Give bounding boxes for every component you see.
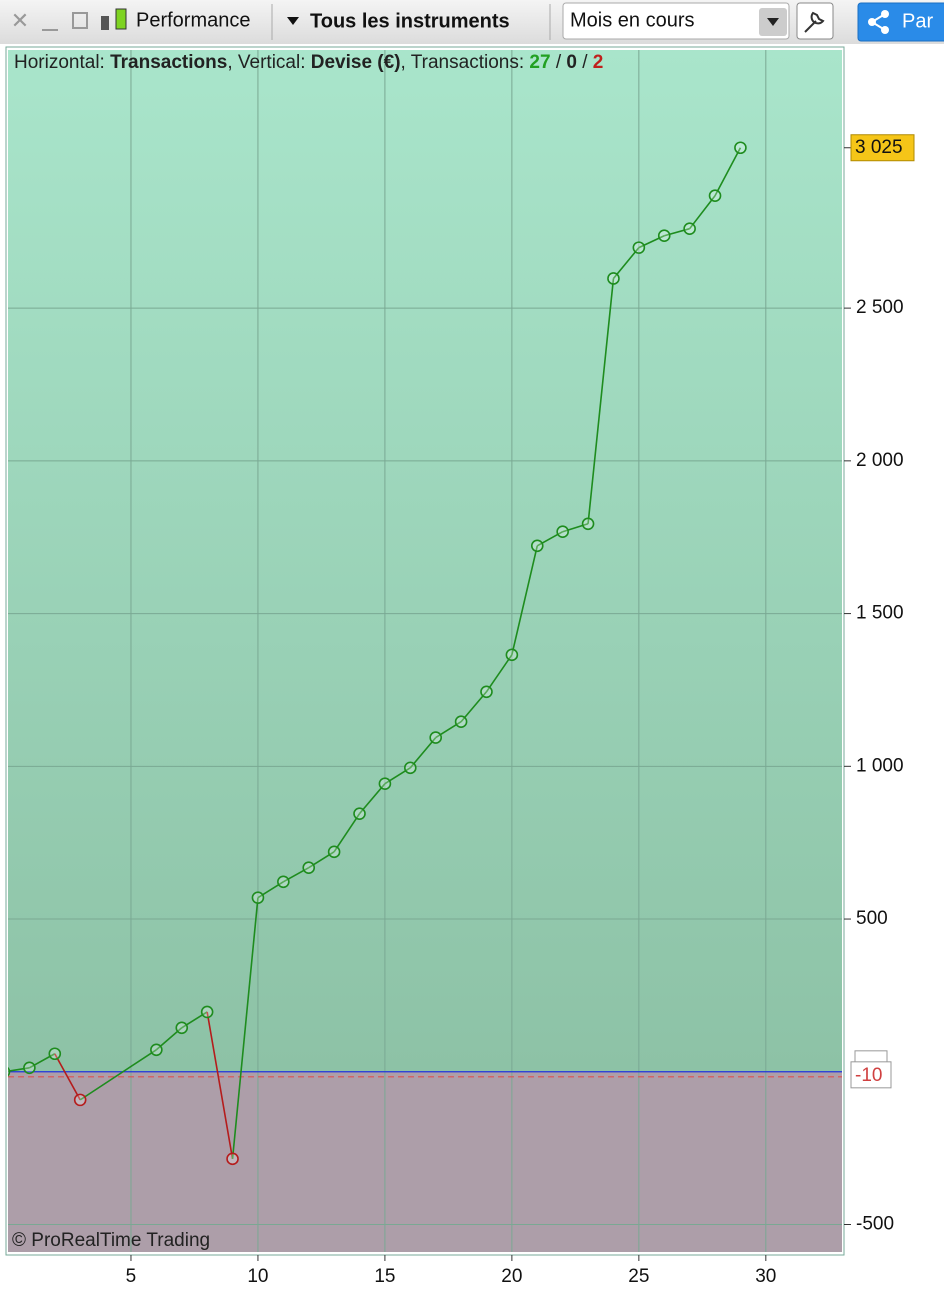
share-label: Par	[902, 10, 933, 32]
y-tick-label: -500	[856, 1214, 894, 1235]
data-point	[277, 875, 290, 889]
data-point	[404, 761, 417, 775]
x-tick-label: 5	[126, 1266, 137, 1287]
axes: 5 10 15 20 25 30 -500 500 1 000 1 500 2 000 2 500 3 …	[6, 134, 915, 1294]
segment	[485, 654, 513, 693]
data-point	[23, 1061, 36, 1075]
data-point	[200, 1005, 214, 1019]
segment	[409, 737, 437, 769]
data-point	[251, 891, 265, 904]
period-select[interactable]	[562, 2, 790, 40]
panel-title[interactable]: Performance	[136, 9, 251, 31]
data-point	[302, 861, 316, 875]
data-point	[683, 222, 696, 235]
segment	[638, 234, 665, 249]
segment	[206, 1011, 234, 1159]
candle-icon	[115, 8, 127, 30]
segment	[54, 1053, 81, 1101]
data-point	[48, 1047, 62, 1061]
x-tick-label: 15	[374, 1266, 395, 1287]
header-text: /	[556, 52, 562, 73]
losses-count: 2	[593, 52, 604, 73]
last-value-label: 3 025	[855, 137, 903, 158]
chart-header: Horizontal: Transactions, Vertical: Devi…	[14, 52, 603, 73]
profit-zone	[8, 50, 842, 1072]
data-point	[581, 517, 595, 531]
instruments-selector[interactable]: Tous les instruments	[310, 10, 510, 32]
share-button[interactable]	[857, 2, 944, 42]
segment	[358, 783, 386, 815]
wrench-icon	[804, 11, 825, 33]
segment	[664, 227, 690, 237]
wins-count: 27	[529, 52, 550, 73]
data-point	[607, 272, 620, 285]
last-value-box	[850, 134, 915, 162]
header-text: Vertical:	[238, 52, 306, 73]
y-tick-label: 1 000	[856, 755, 904, 776]
data-point	[708, 189, 722, 203]
y-tick-label: 2 500	[856, 297, 904, 318]
data-point	[657, 229, 671, 243]
threshold-label: -10	[855, 1065, 882, 1086]
candle-icon	[101, 16, 109, 30]
y-tick-label: 1 500	[856, 603, 904, 624]
data-point	[150, 1043, 163, 1057]
copyright: © ProRealTime Trading	[12, 1230, 210, 1251]
threshold-box	[850, 1061, 892, 1089]
segment	[8, 1067, 30, 1072]
segment	[689, 195, 716, 230]
data-point	[8, 1066, 11, 1077]
data-point	[353, 807, 366, 820]
dropdown-arrow[interactable]	[287, 17, 299, 25]
segment	[333, 813, 361, 853]
data-point	[378, 777, 392, 791]
segment	[587, 278, 615, 524]
close-icon[interactable]: ✕	[11, 8, 29, 33]
header-text: /	[582, 52, 588, 73]
period-value: Mois en cours	[570, 9, 695, 31]
x-tick-label: 25	[628, 1266, 649, 1287]
header-text: Transactions:	[411, 52, 524, 73]
data-point	[632, 241, 646, 254]
maximize-icon[interactable]	[72, 12, 88, 29]
x-tick-label: 20	[501, 1266, 522, 1287]
x-tick-label: 30	[755, 1266, 776, 1287]
data-point	[175, 1021, 189, 1035]
x-axis-area	[6, 1256, 844, 1294]
loss-zone	[8, 1071, 842, 1252]
segment	[511, 545, 539, 655]
data-point	[327, 845, 341, 859]
data-point	[226, 1152, 239, 1166]
segment	[562, 523, 589, 533]
data-point	[530, 539, 544, 553]
neutral-count: 0	[566, 52, 577, 73]
segment	[460, 691, 488, 723]
y-tick-label: 2 000	[856, 450, 904, 471]
data-point	[734, 141, 747, 155]
data-point	[556, 525, 569, 539]
segment	[79, 1049, 157, 1101]
data-point	[505, 648, 519, 662]
segment	[612, 247, 640, 279]
data-point	[454, 715, 468, 729]
data-point	[429, 731, 442, 744]
header-text: Horizontal:	[14, 52, 105, 73]
x-tick-label: 10	[247, 1266, 268, 1287]
select-arrow	[767, 18, 779, 26]
data-point	[480, 685, 493, 699]
data-point	[73, 1093, 87, 1107]
header-text: Devise (€)	[311, 52, 401, 73]
plot-area	[8, 50, 842, 1252]
segment	[714, 147, 742, 197]
header-text: Transactions	[110, 52, 227, 73]
share-icon	[868, 10, 889, 34]
y-tick-label: 500	[856, 908, 888, 929]
segment	[231, 897, 259, 1159]
